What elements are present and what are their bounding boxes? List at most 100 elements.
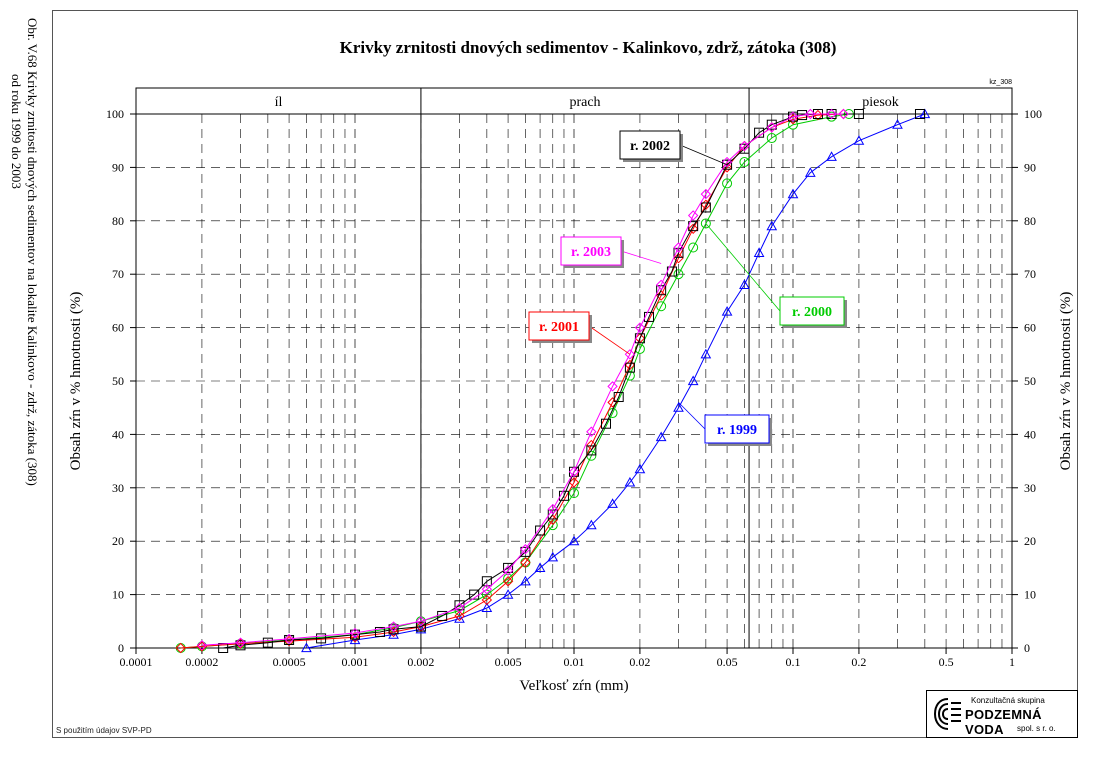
data-point-square: [503, 562, 514, 573]
x-tick-label: 0.5: [939, 655, 954, 669]
data-point-triangle: [547, 551, 559, 562]
data-point-square: [350, 629, 360, 640]
data-point-square: [914, 109, 925, 119]
x-tick-label: 0.05: [717, 655, 738, 669]
figure-frame: [52, 10, 1078, 738]
data-point-circle: [656, 301, 667, 312]
y-tick-label: 100: [106, 107, 124, 121]
label-leader-line: [678, 402, 706, 430]
data-point-diamond: [520, 544, 531, 555]
x-tick-label: 0.2: [851, 655, 866, 669]
data-point-triangle: [673, 402, 684, 412]
label-box: [704, 414, 770, 444]
x-tick-label: 0.1: [786, 655, 801, 669]
y-tick-label: 30: [112, 481, 124, 495]
series-line: [180, 113, 849, 649]
data-point-diamond: [687, 223, 699, 235]
y-tick-label-right: 20: [1024, 534, 1036, 548]
data-point-diamond: [196, 640, 208, 651]
data-point-diamond: [673, 252, 684, 264]
data-point-diamond: [673, 242, 684, 253]
series-line: [201, 113, 844, 646]
data-point-square: [284, 634, 295, 645]
data-point-diamond: [766, 122, 777, 133]
data-point-diamond: [687, 210, 699, 221]
data-point-diamond: [502, 576, 514, 587]
data-point-circle: [569, 488, 579, 499]
data-point-square: [535, 525, 546, 536]
y-tick-label: 40: [112, 427, 124, 441]
y-tick-label-right: 100: [1024, 107, 1042, 121]
y-tick-label-right: 50: [1024, 374, 1036, 388]
series-r2002: [218, 109, 925, 653]
data-point-triangle: [804, 167, 816, 177]
data-point-square: [853, 109, 864, 119]
x-tick-label: 0.0002: [185, 655, 218, 669]
data-point-triangle: [766, 220, 778, 231]
data-point-diamond: [235, 637, 246, 648]
data-point-triangle: [687, 375, 699, 386]
data-point-diamond: [805, 108, 816, 120]
data-point-diamond: [520, 557, 531, 568]
data-point-square: [643, 311, 654, 322]
data-point-diamond: [388, 621, 399, 632]
data-point-diamond: [655, 279, 667, 291]
series-line: [223, 113, 920, 649]
data-point-diamond: [349, 627, 361, 639]
data-point-square: [415, 621, 426, 632]
data-point-square: [700, 202, 711, 213]
zone-label-2: piesok: [862, 95, 899, 110]
label-box: [779, 296, 845, 326]
y-tick-label-right: 0: [1024, 641, 1030, 655]
label-box: [528, 311, 590, 341]
logo-mark-icon: [933, 698, 961, 730]
x-tick-label: 1: [1009, 655, 1015, 669]
series-label-r2001: r. 2001: [528, 311, 631, 355]
data-point-diamond: [739, 140, 750, 152]
x-tick-label: 0.0005: [273, 655, 306, 669]
zone-label-1: prach: [569, 95, 600, 110]
data-point-diamond: [175, 642, 186, 654]
data-point-triangle: [826, 151, 837, 161]
data-point-circle: [700, 218, 711, 229]
data-point-triangle: [502, 589, 514, 599]
y-tick-label: 70: [112, 267, 124, 281]
data-point-diamond: [721, 156, 733, 168]
data-point-diamond: [388, 626, 399, 638]
data-point-diamond: [787, 111, 799, 122]
data-point-triangle: [753, 247, 765, 257]
y-tick-label-right: 10: [1024, 588, 1036, 602]
label-text: r. 2003: [571, 245, 611, 260]
series-label-r1999: r. 1999: [678, 402, 772, 446]
label-leader-line: [620, 250, 662, 264]
data-point-diamond: [568, 466, 580, 477]
data-point-triangle: [607, 498, 618, 508]
series-label-r2000: r. 2000: [705, 223, 847, 328]
data-point-square: [316, 633, 327, 644]
data-point-diamond: [454, 602, 465, 614]
data-point-diamond: [415, 616, 427, 627]
series-label-r2002: r. 2002: [619, 130, 728, 166]
data-point-square: [586, 445, 597, 456]
data-point-triangle: [892, 119, 903, 129]
y-tick-label: 50: [112, 374, 124, 388]
data-point-diamond: [700, 188, 712, 200]
data-point-diamond: [283, 633, 295, 645]
data-point-diamond: [655, 290, 667, 301]
y-grid: [136, 167, 1012, 595]
data-point-square: [235, 640, 246, 651]
data-point-diamond: [607, 397, 618, 408]
data-point-circle: [673, 269, 684, 280]
data-point-square: [262, 637, 273, 648]
data-point-diamond: [454, 610, 465, 622]
series-line: [306, 113, 926, 649]
data-point-diamond: [838, 108, 849, 120]
label-text: r. 2001: [539, 320, 579, 335]
data-point-triangle: [585, 519, 597, 530]
label-text: r. 1999: [717, 423, 757, 438]
logo-sub: spol. s r. o.: [1017, 724, 1056, 733]
label-leader-line: [588, 325, 631, 355]
series-r2003: [196, 108, 849, 651]
data-point-diamond: [607, 381, 618, 392]
